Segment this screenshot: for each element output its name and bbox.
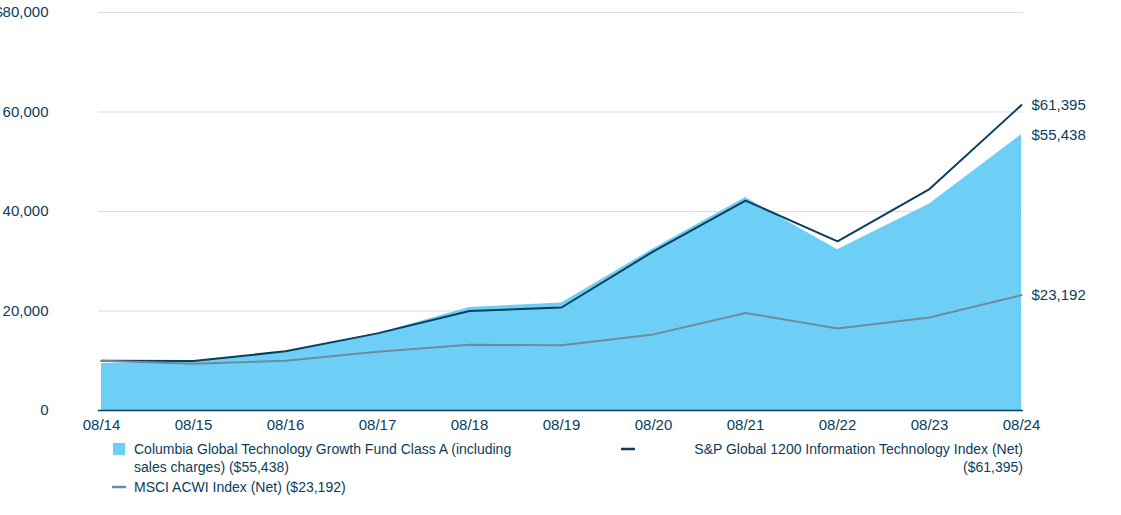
html-text:Columbia Global Technology Gro: Columbia Global Technology Growth Fund C…	[134, 441, 512, 475]
svg-text:20,000: 20,000	[3, 302, 49, 319]
svg-text:08/17: 08/17	[359, 416, 397, 433]
svg-text:08/21: 08/21	[727, 416, 765, 433]
svg-text:08/22: 08/22	[819, 416, 857, 433]
svg-text:08/14: 08/14	[83, 416, 121, 433]
svg-text:08/16: 08/16	[267, 416, 305, 433]
svg-text:$55,438: $55,438	[1032, 125, 1086, 142]
html-text:S&P Global 1200 Information Te: S&P Global 1200 Information Technology I…	[694, 441, 1023, 475]
svg-text:08/23: 08/23	[911, 416, 949, 433]
svg-text:08/18: 08/18	[451, 416, 489, 433]
svg-text:08/19: 08/19	[543, 416, 581, 433]
svg-text:40,000: 40,000	[3, 202, 49, 219]
svg-text:$80,000: $80,000	[0, 3, 49, 20]
svg-text:08/24: 08/24	[1003, 416, 1041, 433]
svg-text:$61,395: $61,395	[1032, 96, 1086, 113]
html-text:MSCI ACWI Index (Net) ($23,192: MSCI ACWI Index (Net) ($23,192)	[134, 479, 346, 495]
svg-text:$23,192: $23,192	[1032, 286, 1086, 303]
svg-text:0: 0	[40, 401, 48, 418]
svg-text:60,000: 60,000	[3, 103, 49, 120]
svg-text:08/15: 08/15	[175, 416, 213, 433]
svg-text:08/20: 08/20	[635, 416, 673, 433]
